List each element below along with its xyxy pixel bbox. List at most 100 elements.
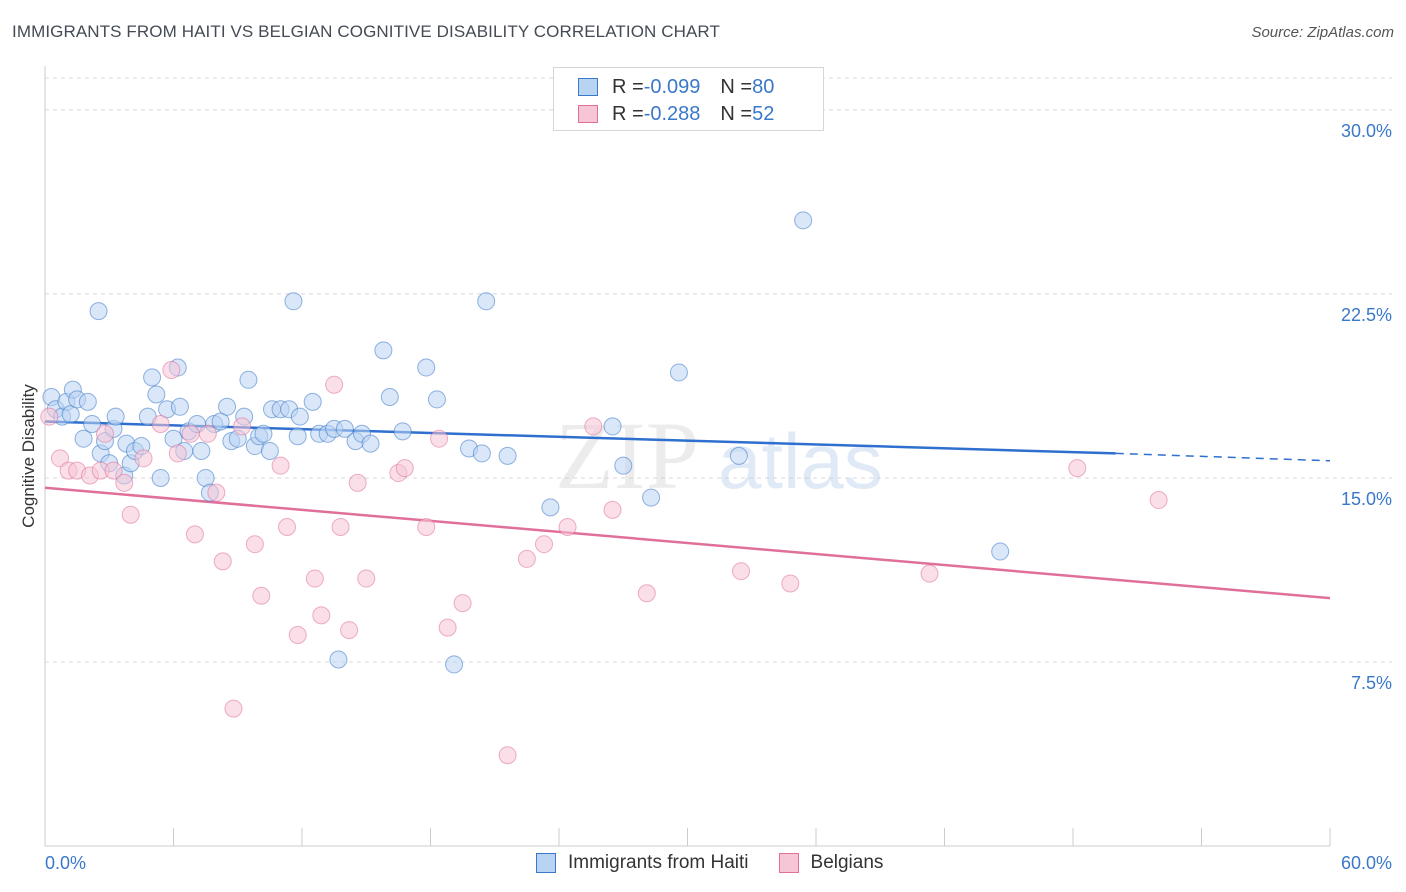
belgian-point <box>271 456 290 475</box>
haiti-point <box>729 446 748 465</box>
belgian-point <box>430 429 449 448</box>
x-tick-label: 0.0% <box>45 853 86 873</box>
belgian-point <box>498 746 517 765</box>
belgian-point <box>584 417 603 436</box>
haiti-point <box>472 444 491 463</box>
belgian-point <box>40 407 59 426</box>
legend-swatch-belgians <box>778 853 799 873</box>
haiti-point <box>329 650 348 669</box>
belgian-point <box>453 594 472 613</box>
belgian-point <box>603 500 622 519</box>
belgian-point <box>198 424 217 443</box>
legend-row-haiti: R = -0.099 N = 80 <box>578 75 774 99</box>
belgian-point <box>151 414 170 433</box>
legend-r-value: -0.288 <box>643 102 701 125</box>
belgian-point <box>224 699 243 718</box>
haiti-point <box>642 488 661 507</box>
haiti-point <box>74 429 93 448</box>
belgian-point <box>331 518 350 537</box>
legend-n-value: 80 <box>752 75 775 98</box>
belgian-point <box>517 549 536 568</box>
haiti-point <box>303 392 322 411</box>
haiti-point <box>143 368 162 387</box>
legend-item-haiti[interactable]: Immigrants from Haiti <box>536 852 749 874</box>
tick-labels: 7.5% 15.0% 22.5% 30.0% 0.0% 60.0% <box>45 121 1392 873</box>
haiti-point <box>151 468 170 487</box>
legend-r-value: -0.099 <box>643 75 701 98</box>
y-tick-label: 30.0% <box>1341 121 1392 141</box>
y-tick-label: 15.0% <box>1341 489 1392 509</box>
watermark: ZIP atlas <box>555 402 883 509</box>
belgian-point <box>121 505 140 524</box>
legend-swatch-haiti <box>578 78 598 96</box>
belgian-point <box>395 459 414 478</box>
haiti-point <box>380 387 399 406</box>
haiti-point <box>192 441 211 460</box>
belgian-point <box>357 569 376 588</box>
haiti-point <box>89 302 108 321</box>
belgian-point <box>312 606 331 625</box>
legend-label-belgians: Belgians <box>810 852 884 873</box>
series-belgians <box>40 360 1168 765</box>
data-points <box>40 211 1168 765</box>
haiti-point <box>83 414 102 433</box>
belgian-point <box>781 574 800 593</box>
belgian-point <box>438 618 457 637</box>
haiti-point <box>498 446 517 465</box>
belgian-point <box>417 518 436 537</box>
series-legend: Immigrants from Haiti Belgians <box>536 852 913 874</box>
haiti-point <box>445 655 464 674</box>
haiti-point <box>335 419 354 438</box>
legend-n-label: N = <box>720 75 753 98</box>
haiti-point <box>254 424 273 443</box>
haiti-point <box>260 441 279 460</box>
haiti-point <box>541 498 560 517</box>
belgian-point <box>245 535 264 554</box>
belgian-point <box>168 444 187 463</box>
haiti-point <box>669 363 688 382</box>
stats-legend: R = -0.099 N = 80 R = -0.288 N = 52 <box>553 67 824 131</box>
belgian-point <box>181 424 200 443</box>
y-axis-label: Cognitive Disability <box>19 384 38 528</box>
haiti-point <box>106 407 125 426</box>
haiti-point <box>361 434 380 453</box>
trend-line-haiti-extension <box>1115 452 1331 462</box>
haiti-point <box>374 341 393 360</box>
belgian-point <box>305 569 324 588</box>
belgian-point <box>185 525 204 544</box>
haiti-point <box>218 397 237 416</box>
haiti-point <box>991 542 1010 561</box>
belgian-point <box>134 449 153 468</box>
source-label: Source: ZipAtlas.com <box>1251 24 1394 41</box>
legend-n-value: 52 <box>752 102 775 125</box>
legend-r-label: R = <box>612 102 644 125</box>
legend-swatch-haiti <box>536 853 556 873</box>
haiti-point <box>284 292 303 311</box>
haiti-point <box>147 385 166 404</box>
haiti-point <box>239 370 258 389</box>
legend-swatch-belgians <box>578 105 598 123</box>
belgian-point <box>535 535 554 554</box>
chart-title: IMMIGRANTS FROM HAITI VS BELGIAN COGNITI… <box>12 22 720 41</box>
gridlines <box>45 77 1392 663</box>
axes <box>44 66 1331 847</box>
belgian-point <box>95 424 114 443</box>
y-tick-label: 7.5% <box>1351 673 1392 693</box>
haiti-point <box>794 211 813 230</box>
belgian-point <box>288 625 307 644</box>
haiti-point <box>477 292 496 311</box>
haiti-point <box>78 392 97 411</box>
haiti-point <box>417 358 436 377</box>
haiti-point <box>290 407 309 426</box>
belgian-point <box>1068 459 1087 478</box>
belgian-point <box>233 417 252 436</box>
belgian-point <box>558 518 577 537</box>
belgian-point <box>348 473 367 492</box>
trend-line-belgians <box>44 486 1331 600</box>
legend-item-belgians[interactable]: Belgians <box>778 852 884 874</box>
belgian-point <box>278 518 297 537</box>
belgian-point <box>115 473 134 492</box>
series-haiti <box>42 211 1010 674</box>
legend-n-label: N = <box>720 102 753 125</box>
